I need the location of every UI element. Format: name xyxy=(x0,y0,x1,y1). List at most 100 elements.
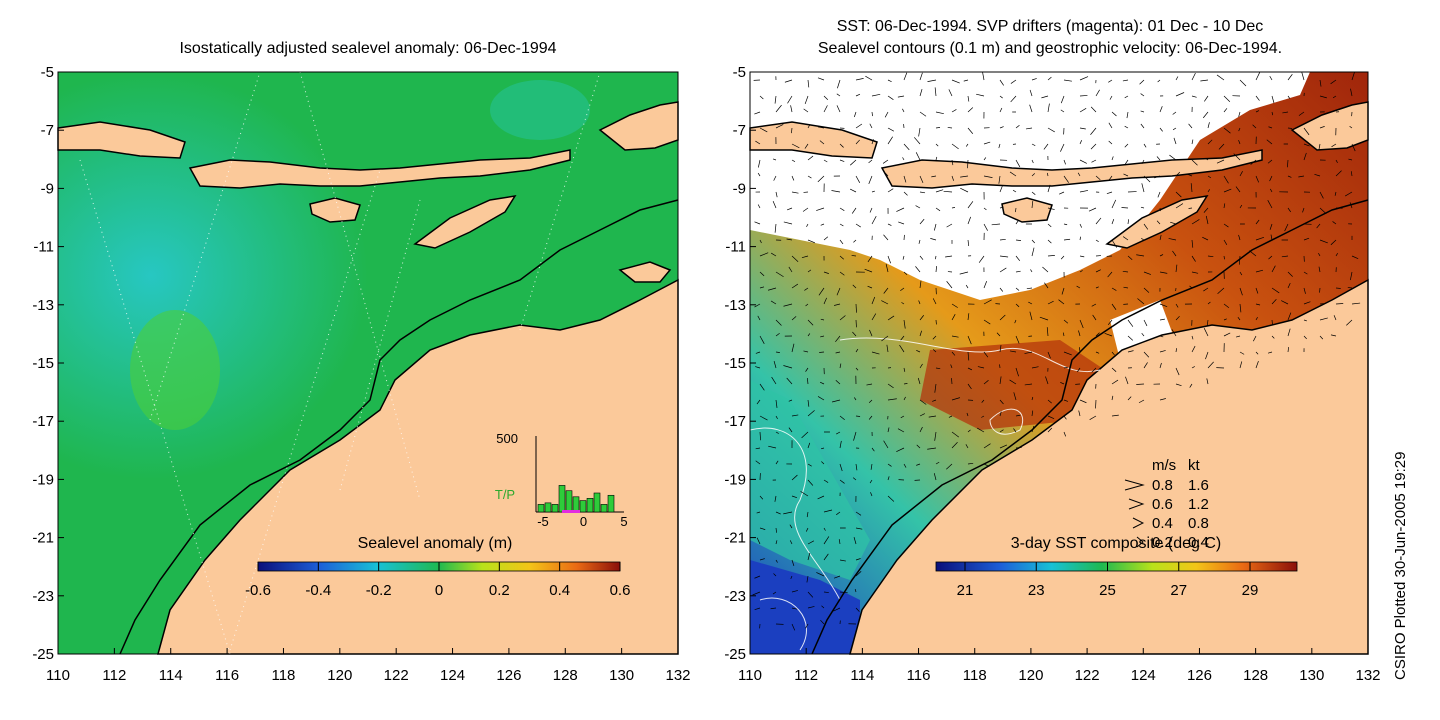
velocity-arrow xyxy=(1141,332,1145,337)
velocity-arrow xyxy=(1013,392,1017,401)
velocity-arrow xyxy=(1173,137,1177,145)
velocity-arrow xyxy=(983,380,989,385)
velocity-arrow xyxy=(775,271,784,278)
velocity-arrow xyxy=(1078,410,1081,417)
velocity-arrow xyxy=(967,429,971,433)
velocity-arrow xyxy=(870,463,873,470)
velocity-arrow xyxy=(919,330,922,337)
velocity-arrow xyxy=(951,335,959,338)
velocity-arrow xyxy=(1031,366,1039,369)
velocity-arrow xyxy=(1156,220,1161,225)
right-colorbar-title: 3-day SST composite (deg C) xyxy=(1011,535,1221,552)
velocity-arrow xyxy=(999,238,1006,241)
velocity-arrow xyxy=(897,428,905,433)
velocity-arrow xyxy=(1009,379,1017,385)
velocity-arrow xyxy=(759,252,769,257)
velocity-arrow xyxy=(887,463,892,467)
left-colorbar: Sealevel anomaly (m) -0.6 -0.4 -0.2 0 0.2 0.4… xyxy=(245,535,630,599)
velocity-arrow xyxy=(999,444,1008,449)
velocity-arrow xyxy=(851,255,857,257)
velocity-arrow xyxy=(1124,159,1129,165)
velocity-arrow xyxy=(775,124,784,129)
geostrophic-velocity-arrows xyxy=(752,71,1361,631)
velocity-arrow xyxy=(903,319,906,329)
velocity-arrow xyxy=(1077,172,1081,177)
velocity-arrow xyxy=(823,591,829,593)
velocity-arrow xyxy=(1206,378,1209,385)
velocity-arrow xyxy=(775,460,779,465)
velocity-arrow xyxy=(887,95,894,100)
velocity-arrow xyxy=(1031,173,1036,177)
velocity-arrow xyxy=(1287,328,1291,337)
velocity-arrow xyxy=(1042,266,1049,273)
left-x-tick-label: 124 xyxy=(440,667,465,684)
velocity-arrow xyxy=(999,107,1003,113)
velocity-arrow xyxy=(1024,351,1033,354)
velocity-arrow xyxy=(1331,143,1337,148)
plot-credit: CSIRO Plotted 30-Jun-2005 19:29 xyxy=(1392,451,1409,680)
left-x-tick-label: 122 xyxy=(384,667,409,684)
velocity-arrow xyxy=(1127,335,1134,341)
velocity-arrow xyxy=(1335,253,1338,257)
velocity-arrow xyxy=(1271,335,1275,339)
velocity-arrow xyxy=(807,124,811,129)
velocity-arrow xyxy=(1122,236,1129,241)
velocity-arrow xyxy=(839,559,846,562)
velocity-arrow xyxy=(818,287,825,296)
velocity-arrow xyxy=(903,367,906,372)
velocity-arrow xyxy=(1044,282,1049,289)
right-y-tick-label: -23 xyxy=(724,588,746,605)
velocity-arrow xyxy=(1318,253,1321,257)
velocity-arrow xyxy=(865,75,873,81)
velocity-arrow xyxy=(1107,319,1113,326)
velocity-arrow xyxy=(839,271,845,276)
velocity-arrow xyxy=(1172,250,1177,257)
velocity-arrow xyxy=(1347,287,1353,289)
velocity-arrow xyxy=(1175,348,1177,353)
velocity-arrow xyxy=(932,298,937,305)
shelf-contour-right xyxy=(811,199,1369,655)
velocity-arrow xyxy=(791,143,800,149)
velocity-arrow xyxy=(805,527,809,532)
velocity-arrow xyxy=(835,351,841,354)
velocity-arrow xyxy=(948,89,953,97)
velocity-arrow xyxy=(1095,89,1100,97)
velocity-arrow xyxy=(884,111,889,118)
velocity-arrow xyxy=(1062,332,1065,337)
velocity-arrow xyxy=(901,302,905,305)
velocity-arrow xyxy=(871,447,875,452)
velocity-arrow xyxy=(839,239,844,245)
velocity-arrow xyxy=(919,175,924,184)
velocity-arrow xyxy=(935,461,940,465)
velocity-arrow xyxy=(1031,247,1035,257)
velocity-arrow xyxy=(836,105,841,113)
velocity-arrow xyxy=(1334,191,1337,196)
velocity-arrow xyxy=(983,157,987,161)
velocity-arrow xyxy=(919,315,925,321)
velocity-arrow xyxy=(1223,188,1232,193)
inset-bar xyxy=(572,496,580,513)
velocity-arrow xyxy=(1267,159,1273,164)
right-x-tick-label: 120 xyxy=(1018,667,1043,684)
velocity-arrow xyxy=(1159,234,1162,241)
velocity-arrow xyxy=(932,335,937,340)
velocity-arrow xyxy=(1159,318,1165,321)
velocity-arrow xyxy=(1061,287,1065,295)
left-panel-title: Isostatically adjusted sealevel anomaly:… xyxy=(179,40,557,57)
velocity-arrow xyxy=(783,303,793,307)
velocity-arrow xyxy=(1091,159,1097,163)
velocity-arrow xyxy=(807,333,811,337)
velocity-arrow xyxy=(839,479,845,484)
velocity-arrow xyxy=(966,412,969,417)
velocity-arrow xyxy=(1013,428,1017,433)
sealevel-contours xyxy=(749,337,1101,651)
velocity-arrow xyxy=(790,575,793,580)
velocity-arrow xyxy=(1095,332,1100,337)
velocity-arrow xyxy=(981,399,985,403)
satellite-tracks xyxy=(79,71,601,655)
velocity-legend-kt: 0.8 xyxy=(1188,515,1209,532)
velocity-arrow xyxy=(1159,127,1163,132)
velocity-arrow xyxy=(1351,143,1356,152)
velocity-arrow xyxy=(951,397,961,401)
velocity-arrow xyxy=(823,509,833,513)
